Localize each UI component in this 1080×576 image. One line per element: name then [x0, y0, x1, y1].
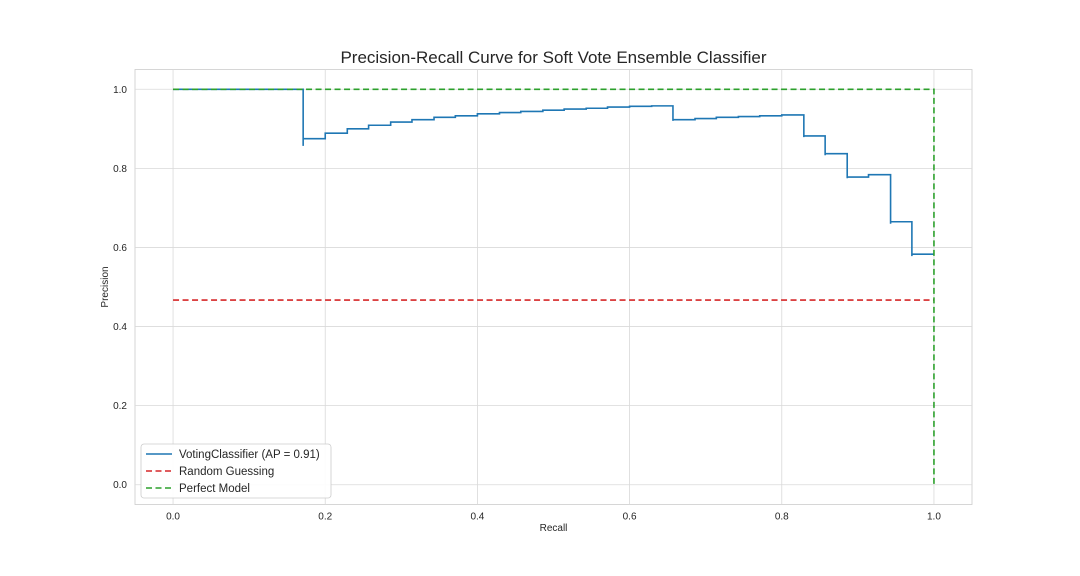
x-tick-label: 0.6 — [623, 512, 637, 523]
legend-box — [140, 443, 332, 499]
y-tick-label: 0.8 — [113, 164, 127, 175]
y-tick-label: 0.4 — [113, 322, 127, 333]
legend-label: Perfect Model — [179, 483, 250, 495]
y-tick-label: 0.2 — [113, 401, 127, 412]
chart-title: Precision-Recall Curve for Soft Vote Ens… — [340, 48, 766, 67]
x-axis-label: Recall — [540, 523, 568, 534]
x-tick-label: 0.2 — [318, 512, 332, 523]
y-tick-label: 1.0 — [113, 85, 127, 96]
legend: VotingClassifier (AP = 0.91) Random Guess… — [140, 443, 332, 499]
y-tick-label: 0.0 — [113, 480, 127, 491]
x-tick-label: 0.8 — [775, 512, 789, 523]
series-lines — [173, 88, 935, 485]
grid-lines — [135, 69, 972, 505]
legend-label: VotingClassifier (AP = 0.91) — [179, 449, 320, 461]
x-tick-label: 0.0 — [166, 512, 180, 523]
legend-label: Random Guessing — [179, 466, 274, 478]
tick-labels: 0.0 0.2 0.4 0.6 0.8 1.0 0.0 0.2 0.4 0.6 0.8 1.0 — [113, 85, 941, 523]
y-tick-label: 0.6 — [113, 243, 127, 254]
plot-area — [134, 69, 973, 505]
y-axis-label: Precision — [100, 266, 111, 307]
series-line-perfect-model — [173, 88, 935, 485]
x-tick-label: 1.0 — [927, 512, 941, 523]
x-tick-label: 0.4 — [470, 512, 484, 523]
series-line-voting-classifier — [173, 88, 934, 257]
